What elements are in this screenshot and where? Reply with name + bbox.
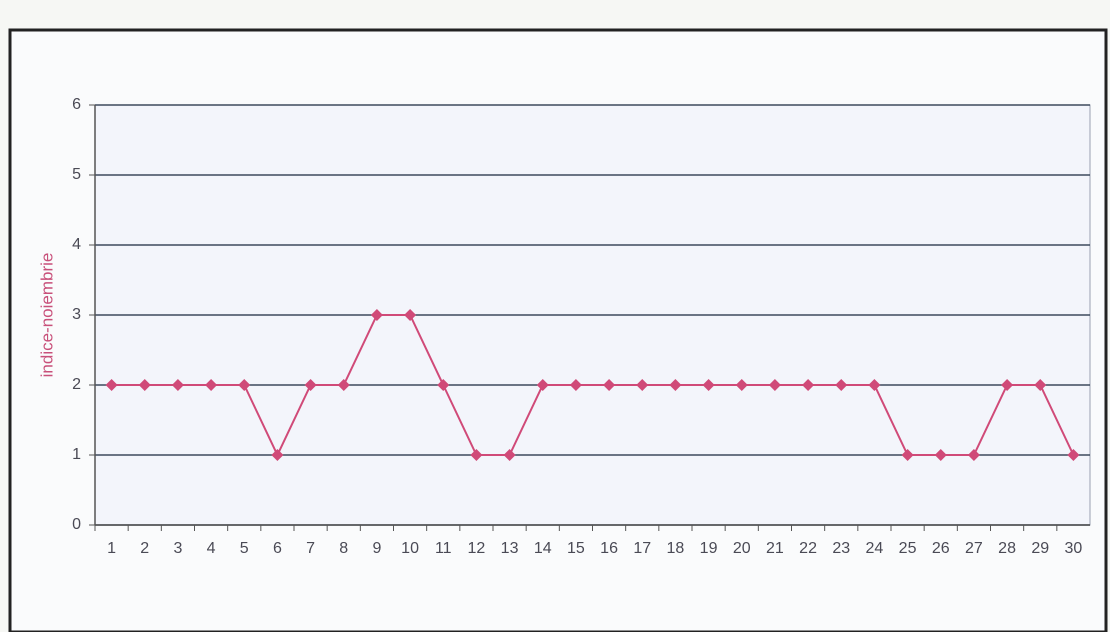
data-point (503, 449, 516, 461)
x-tick-label: 13 (501, 540, 519, 557)
x-tick-label: 14 (534, 540, 552, 557)
data-point (768, 379, 781, 391)
y-tick-label: 2 (72, 376, 81, 393)
x-tick-label: 18 (667, 540, 685, 557)
data-point (205, 379, 218, 391)
data-point (370, 309, 383, 321)
x-tick-label: 30 (1065, 540, 1083, 557)
data-point (105, 379, 118, 391)
x-tick-label: 22 (799, 540, 817, 557)
data-point (967, 449, 980, 461)
x-tick-label: 24 (866, 540, 884, 557)
y-axis-label: indice-noiembrie (37, 253, 56, 378)
data-point (569, 379, 582, 391)
data-point (1034, 379, 1047, 391)
data-point (802, 379, 815, 391)
data-point (138, 379, 151, 391)
data-point (868, 379, 881, 391)
x-tick-label: 3 (173, 540, 182, 557)
x-tick-label: 5 (240, 540, 249, 557)
x-tick-label: 12 (468, 540, 486, 557)
x-tick-label: 6 (273, 540, 282, 557)
x-tick-label: 9 (372, 540, 381, 557)
x-tick-label: 4 (207, 540, 216, 557)
data-point (271, 449, 284, 461)
x-tick-label: 16 (600, 540, 618, 557)
data-point (636, 379, 649, 391)
data-point (171, 379, 184, 391)
data-point (470, 449, 483, 461)
data-point (603, 379, 616, 391)
y-tick-label: 1 (72, 446, 81, 463)
data-point (238, 379, 251, 391)
data-point (835, 379, 848, 391)
data-point (536, 379, 549, 391)
data-point (1001, 379, 1014, 391)
data-point (437, 379, 450, 391)
x-tick-label: 23 (832, 540, 850, 557)
x-tick-label: 1 (107, 540, 116, 557)
x-tick-label: 8 (339, 540, 348, 557)
data-point (1067, 449, 1080, 461)
data-point (669, 379, 682, 391)
y-tick-label: 6 (72, 96, 81, 113)
x-tick-label: 10 (401, 540, 419, 557)
x-tick-label: 21 (766, 540, 784, 557)
data-point (304, 379, 317, 391)
y-tick-label: 4 (72, 236, 81, 253)
y-tick-label: 0 (72, 516, 81, 533)
x-tick-label: 25 (899, 540, 917, 557)
x-tick-label: 11 (435, 540, 452, 557)
x-tick-label: 19 (700, 540, 718, 557)
data-point (901, 449, 914, 461)
x-tick-label: 29 (1031, 540, 1049, 557)
x-tick-label: 15 (567, 540, 585, 557)
data-point (404, 309, 417, 321)
data-point (337, 379, 350, 391)
x-tick-label: 17 (633, 540, 651, 557)
x-tick-label: 2 (140, 540, 149, 557)
x-tick-label: 27 (965, 540, 983, 557)
x-tick-label: 7 (306, 540, 315, 557)
x-tick-label: 28 (998, 540, 1016, 557)
y-tick-label: 3 (72, 306, 81, 323)
data-point (934, 449, 947, 461)
data-point (735, 379, 748, 391)
y-tick-label: 5 (72, 166, 81, 183)
x-tick-label: 26 (932, 540, 950, 557)
data-point (702, 379, 715, 391)
x-tick-label: 20 (733, 540, 751, 557)
